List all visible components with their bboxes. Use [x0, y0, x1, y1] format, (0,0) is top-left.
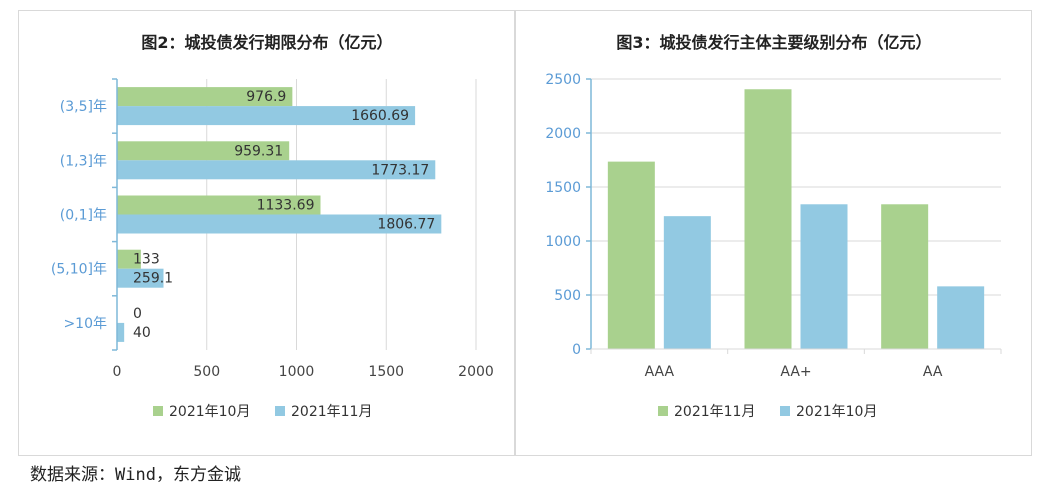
- data-label: 0: [133, 306, 142, 322]
- legend-swatch: [275, 406, 285, 416]
- data-label: 959.31: [234, 143, 283, 159]
- legend-label: 2021年10月: [796, 404, 877, 420]
- duration-distribution-chart: 图2：城投债发行期限分布（亿元） 976.9 1660.69 959.31 1773.…: [51, 33, 494, 420]
- y-tick-label: 0: [572, 342, 581, 358]
- x-tick-label: 2000: [458, 364, 494, 380]
- y-tick-label: (0,1]年: [60, 208, 107, 224]
- data-label: 1133.69: [257, 198, 315, 214]
- bar: [607, 161, 655, 349]
- bar: [663, 216, 711, 349]
- y-tick-label: >10年: [63, 316, 107, 332]
- bar: [117, 106, 416, 126]
- bar: [117, 87, 293, 107]
- legend-label: 2021年11月: [291, 404, 372, 420]
- y-tick-label: 1500: [545, 180, 581, 196]
- y-tick-label: 2500: [545, 72, 581, 88]
- legend-swatch: [780, 406, 790, 416]
- bar: [117, 214, 442, 234]
- x-tick-label: 500: [193, 364, 220, 380]
- chart-title: 图2：城投债发行期限分布（亿元）: [141, 33, 392, 52]
- bar: [117, 195, 321, 215]
- bar: [117, 322, 125, 342]
- bar: [117, 249, 141, 269]
- legend-swatch: [153, 406, 163, 416]
- y-tick-label: (5,10]年: [51, 262, 107, 278]
- data-label: 259.1: [133, 271, 173, 287]
- data-label: 1773.17: [371, 162, 429, 178]
- bar: [744, 89, 792, 349]
- bar: [881, 204, 929, 349]
- legend-label: 2021年10月: [169, 404, 250, 420]
- bar: [117, 160, 436, 180]
- y-tick-label: 500: [554, 288, 581, 304]
- y-tick-label: (1,3]年: [60, 153, 107, 169]
- x-tick-label: 1500: [368, 364, 404, 380]
- bar: [800, 204, 848, 349]
- bar: [937, 286, 985, 349]
- data-label: 133: [133, 252, 160, 268]
- x-tick-label: 1000: [279, 364, 315, 380]
- left-chart-panel: 图2：城投债发行期限分布（亿元） 976.9 1660.69 959.31 1773.…: [18, 10, 515, 456]
- x-tick-label: AA: [923, 364, 943, 380]
- right-chart-panel: 图3：城投债发行主体主要级别分布（亿元） 0 500 1000 1500 2000 250…: [515, 10, 1032, 456]
- source-note: 数据来源：Wind，东方金诚: [30, 465, 241, 485]
- data-label: 1806.77: [377, 217, 435, 233]
- data-label: 1660.69: [351, 108, 409, 124]
- y-tick-label: 2000: [545, 126, 581, 142]
- x-tick-label: 0: [113, 364, 122, 380]
- y-tick-label: 1000: [545, 234, 581, 250]
- legend-label: 2021年11月: [674, 404, 755, 420]
- data-label: 40: [133, 325, 151, 341]
- data-label: 976.9: [246, 89, 286, 105]
- rating-distribution-chart: 图3：城投债发行主体主要级别分布（亿元） 0 500 1000 1500 2000 250…: [545, 33, 1002, 420]
- bar: [117, 268, 164, 288]
- x-tick-label: AA+: [780, 364, 811, 380]
- y-tick-label: (3,5]年: [60, 99, 107, 115]
- x-tick-label: AAA: [645, 364, 675, 380]
- legend-swatch: [658, 406, 668, 416]
- chart-title: 图3：城投债发行主体主要级别分布（亿元）: [616, 33, 931, 52]
- bar: [117, 141, 290, 161]
